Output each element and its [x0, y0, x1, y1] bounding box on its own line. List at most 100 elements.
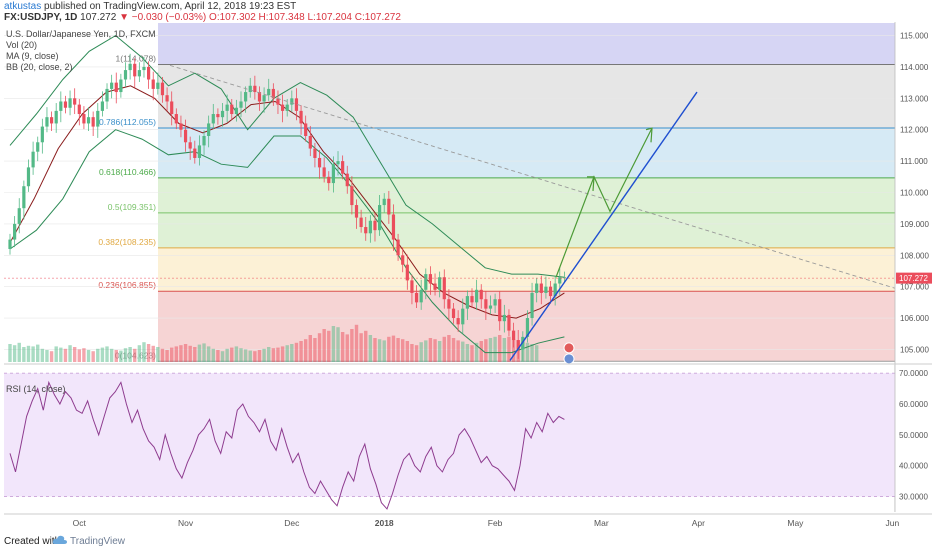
candle[interactable]: [535, 277, 539, 303]
candle[interactable]: [479, 284, 483, 309]
candle[interactable]: [267, 78, 271, 101]
candle[interactable]: [207, 115, 211, 148]
candle[interactable]: [276, 90, 280, 115]
candle[interactable]: [322, 157, 326, 183]
candle[interactable]: [123, 62, 128, 88]
candle[interactable]: [313, 142, 317, 168]
fibonacci-retracement[interactable]: 0(104.623)0.236(106.855)0.382(108.235)0.…: [98, 23, 895, 362]
candle[interactable]: [516, 329, 520, 359]
candle[interactable]: [197, 135, 202, 166]
candle[interactable]: [456, 310, 460, 332]
candle[interactable]: [438, 271, 442, 298]
candle[interactable]: [211, 103, 215, 130]
candle[interactable]: [63, 95, 68, 114]
candle[interactable]: [179, 115, 183, 138]
time-axis[interactable]: OctNovDec2018FebMarAprMayJunJulAug: [4, 513, 932, 528]
candle[interactable]: [317, 150, 322, 179]
legend-ma[interactable]: MA (9, close): [6, 51, 59, 61]
candle[interactable]: [290, 90, 294, 113]
candle[interactable]: [59, 91, 63, 123]
candle[interactable]: [484, 291, 488, 320]
candle[interactable]: [188, 136, 192, 160]
candle[interactable]: [368, 215, 372, 243]
candle[interactable]: [502, 304, 506, 333]
candle[interactable]: [31, 141, 35, 175]
candle[interactable]: [202, 130, 206, 155]
candle[interactable]: [299, 105, 303, 135]
candle[interactable]: [530, 282, 534, 326]
candle[interactable]: [364, 216, 368, 241]
candle[interactable]: [345, 165, 349, 194]
candle[interactable]: [147, 61, 151, 89]
candle[interactable]: [410, 274, 414, 305]
candle[interactable]: [137, 62, 141, 83]
candle[interactable]: [257, 86, 262, 111]
candle[interactable]: [419, 279, 423, 310]
author-link[interactable]: atkustas: [4, 1, 42, 12]
candle[interactable]: [493, 293, 497, 314]
candle[interactable]: [428, 266, 433, 295]
candle[interactable]: [271, 83, 275, 106]
candle[interactable]: [156, 72, 160, 95]
candle[interactable]: [354, 199, 359, 229]
candle[interactable]: [382, 193, 386, 213]
candle[interactable]: [396, 233, 400, 261]
candle[interactable]: [525, 310, 530, 343]
candle[interactable]: [225, 94, 229, 123]
candle[interactable]: [553, 275, 557, 306]
legend-rsi[interactable]: RSI (14, close): [6, 384, 66, 394]
support-trendline[interactable]: [509, 91, 698, 361]
legend-vol[interactable]: Vol (20): [6, 40, 37, 50]
candle[interactable]: [40, 118, 44, 154]
candle[interactable]: [447, 289, 451, 320]
candle[interactable]: [336, 151, 340, 176]
candle[interactable]: [96, 103, 100, 138]
candle[interactable]: [387, 190, 391, 224]
candle[interactable]: [86, 107, 91, 131]
candle[interactable]: [391, 204, 396, 251]
candle[interactable]: [91, 111, 95, 136]
candle[interactable]: [433, 273, 437, 296]
candle[interactable]: [294, 88, 299, 121]
candle[interactable]: [183, 119, 188, 152]
us-flag-event-icon[interactable]: [563, 353, 575, 365]
candle[interactable]: [77, 98, 81, 126]
candle[interactable]: [160, 76, 165, 103]
chart-canvas[interactable]: 0(104.623)0.236(106.855)0.382(108.235)0.…: [0, 22, 932, 532]
candle[interactable]: [133, 58, 137, 88]
drawing-tools[interactable]: [4, 64, 896, 365]
candle[interactable]: [442, 269, 446, 309]
candle[interactable]: [373, 212, 377, 242]
candle[interactable]: [216, 108, 220, 125]
candle[interactable]: [110, 74, 114, 99]
candle[interactable]: [244, 86, 248, 113]
dashed-trendline[interactable]: [169, 64, 896, 289]
candle[interactable]: [562, 271, 566, 283]
candle[interactable]: [17, 198, 21, 234]
candle[interactable]: [142, 56, 146, 78]
candle[interactable]: [151, 71, 155, 101]
candlesticks[interactable]: [8, 53, 566, 361]
candle[interactable]: [548, 281, 553, 304]
candle[interactable]: [100, 91, 104, 117]
candle[interactable]: [558, 267, 562, 295]
candle[interactable]: [165, 87, 169, 111]
candle[interactable]: [8, 233, 12, 255]
candle[interactable]: [498, 291, 502, 331]
candle[interactable]: [405, 254, 409, 290]
candle[interactable]: [488, 295, 493, 315]
candle[interactable]: [26, 159, 31, 192]
candle[interactable]: [414, 285, 419, 309]
candle[interactable]: [327, 171, 331, 191]
candle[interactable]: [341, 155, 345, 180]
candle[interactable]: [285, 98, 289, 117]
candle[interactable]: [461, 298, 465, 334]
candle[interactable]: [36, 136, 40, 162]
candle[interactable]: [544, 276, 548, 299]
candle[interactable]: [262, 87, 266, 113]
candle[interactable]: [49, 111, 54, 131]
candle[interactable]: [170, 91, 174, 126]
candle[interactable]: [119, 73, 123, 98]
candle[interactable]: [451, 302, 456, 324]
candle[interactable]: [239, 91, 243, 118]
